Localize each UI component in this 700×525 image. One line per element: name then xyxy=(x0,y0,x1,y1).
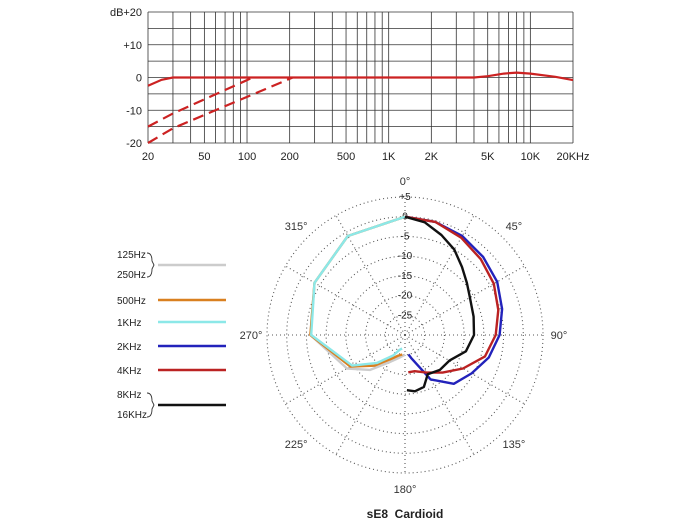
legend-label: 16KHz xyxy=(117,410,147,421)
response-curve-solid xyxy=(147,71,574,87)
x-tick-label: 200 xyxy=(280,151,298,163)
x-tick-label: 500 xyxy=(337,151,355,163)
x-tick-label: 1K xyxy=(382,151,396,163)
y-tick-label: +20 xyxy=(123,7,142,19)
angle-label: 315° xyxy=(285,221,308,233)
x-tick-label: 20KHz xyxy=(556,151,589,163)
polar-ring xyxy=(365,295,445,375)
angle-label: 45° xyxy=(506,221,523,233)
polar-curve xyxy=(404,215,476,393)
y-tick-label: -20 xyxy=(126,138,142,150)
x-tick-label: 5K xyxy=(481,151,495,163)
polar-curve xyxy=(404,215,504,385)
y-tick-label: +10 xyxy=(123,40,142,52)
x-tick-label: 10K xyxy=(521,151,541,163)
polar-ring xyxy=(305,235,505,435)
angle-label: 135° xyxy=(503,439,526,451)
angle-label: 225° xyxy=(285,439,308,451)
x-tick-label: 100 xyxy=(238,151,256,163)
legend-label: 2KHz xyxy=(117,342,141,353)
ring-label: -20 xyxy=(398,291,413,302)
x-tick-label: 20 xyxy=(142,151,154,163)
ring-label: -5 xyxy=(401,231,410,242)
polar-pattern-chart: +50-5-10-15-20-250°45°90°135°180°225°270… xyxy=(117,176,567,521)
legend-bracket xyxy=(146,392,155,418)
ring-label: -10 xyxy=(398,251,413,262)
chart-title: sE8 Cardioid xyxy=(367,507,444,521)
y-tick-label: 0 xyxy=(136,73,142,85)
polar-ring xyxy=(384,314,426,356)
polar-series xyxy=(309,215,504,393)
ring-label: +5 xyxy=(399,192,411,203)
ring-label: -15 xyxy=(398,271,413,282)
polar-ring xyxy=(325,255,485,415)
polar-curve xyxy=(404,215,500,374)
polar-spoke xyxy=(285,265,406,336)
x-tick-label: 50 xyxy=(198,151,210,163)
response-curve-dashed xyxy=(147,76,294,144)
angle-label: 270° xyxy=(240,330,263,342)
polar-spoke xyxy=(335,334,406,455)
y-axis-unit-label: dB xyxy=(110,7,123,19)
polar-ring xyxy=(286,216,524,454)
y-tick-label: -10 xyxy=(126,105,142,117)
ring-label: -25 xyxy=(398,310,413,321)
polar-curve xyxy=(310,215,406,367)
frequency-response-series xyxy=(147,71,574,144)
legend-label: 4KHz xyxy=(117,366,141,377)
polar-spoke xyxy=(335,215,406,336)
polar-spoke xyxy=(404,215,475,336)
legend-label: 250Hz xyxy=(117,270,146,281)
legend-bracket xyxy=(146,252,155,278)
legend-label: 1KHz xyxy=(117,318,141,329)
polar-spoke xyxy=(404,334,475,455)
angle-label: 180° xyxy=(394,484,417,496)
angle-label: 90° xyxy=(551,330,568,342)
polar-legend: 125Hz 250Hz 500Hz 1KHz 2KHz 4KHz 8KHz 16KHz xyxy=(117,250,226,421)
legend-label: 500Hz xyxy=(117,296,146,307)
x-tick-label: 2K xyxy=(425,151,439,163)
polar-spoke xyxy=(285,334,406,405)
polar-ring xyxy=(345,275,465,395)
angle-label: 0° xyxy=(400,176,411,188)
polar-ring xyxy=(266,196,544,474)
polar-labels: +50-5-10-15-20-250°45°90°135°180°225°270… xyxy=(240,176,568,496)
legend-label: 125Hz xyxy=(117,250,146,261)
legend-label: 8KHz xyxy=(117,390,141,401)
response-curve-dashed xyxy=(147,76,254,128)
